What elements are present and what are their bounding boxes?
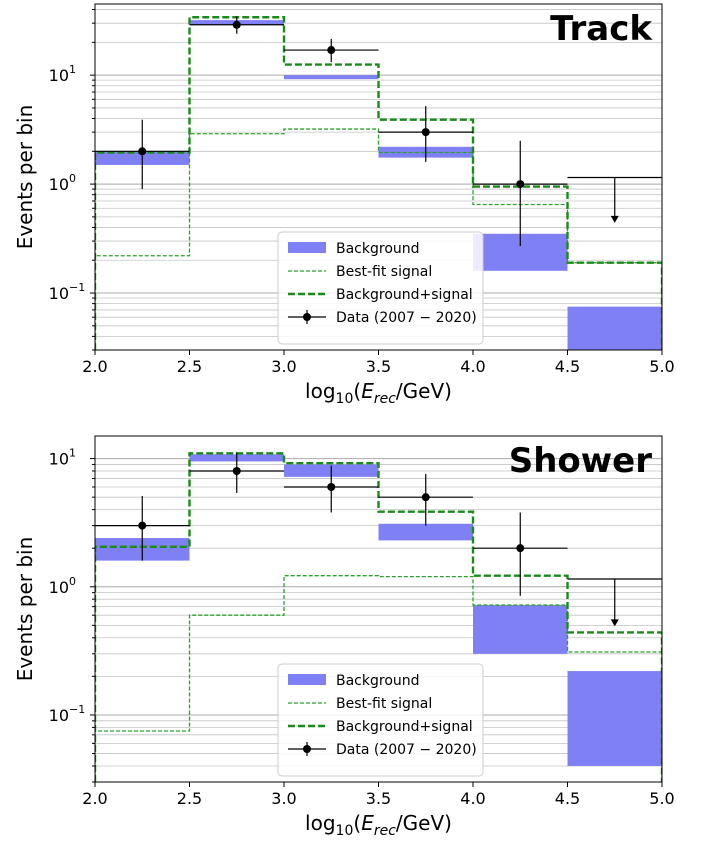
y-tick-exponent: −1 xyxy=(69,281,85,294)
data-point xyxy=(516,180,525,189)
data-point xyxy=(138,521,147,530)
x-tick-label: 4.0 xyxy=(460,357,485,376)
legend-label: Best-fit signal xyxy=(336,264,432,280)
panel-title: Track xyxy=(550,9,653,49)
legend-swatch-background xyxy=(288,674,326,685)
background-bar xyxy=(378,523,473,541)
legend-label: Background+signal xyxy=(336,719,473,735)
y-tick-exponent: 1 xyxy=(69,447,76,460)
x-axis-label: log10(Erec/GeV) xyxy=(305,379,452,407)
y-tick-exponent: 0 xyxy=(69,172,76,185)
y-tick-label: 10 xyxy=(49,284,69,303)
data-point xyxy=(327,483,336,492)
legend-label: Background+signal xyxy=(336,287,473,303)
y-tick-exponent: −1 xyxy=(69,703,85,716)
x-tick-label: 2.5 xyxy=(177,789,202,808)
upper-limit-arrow-head xyxy=(610,619,619,627)
plot-area xyxy=(95,9,662,350)
background-bar xyxy=(473,605,568,654)
data-point xyxy=(516,544,525,553)
legend-label: Data (2007 − 2020) xyxy=(336,742,477,758)
background-bar xyxy=(567,671,662,766)
x-axis-label: log10(Erec/GeV) xyxy=(305,811,452,839)
data-point xyxy=(232,466,241,475)
data-point xyxy=(421,128,430,137)
y-axis-label: Events per bin xyxy=(13,537,37,682)
x-tick-label: 4.5 xyxy=(555,789,580,808)
best-fit-signal-line xyxy=(95,575,662,782)
background-plus-signal-line xyxy=(95,16,662,350)
data-points xyxy=(95,16,568,247)
legend: Background Best-fit signal Background+sign… xyxy=(277,663,484,777)
legend-label: Best-fit signal xyxy=(336,696,432,712)
y-tick-label: 10 xyxy=(49,450,69,469)
legend-label: Data (2007 − 2020) xyxy=(336,310,477,326)
legend-box xyxy=(277,231,484,345)
x-tick-label: 3.5 xyxy=(366,357,391,376)
x-tick-label: 5.0 xyxy=(649,789,674,808)
x-tick-label: 3.0 xyxy=(271,357,296,376)
data-point xyxy=(232,20,241,29)
data-point xyxy=(138,147,147,156)
x-tick-label: 2.5 xyxy=(177,357,202,376)
x-tick-label: 4.0 xyxy=(460,789,485,808)
x-tick-label: 5.0 xyxy=(649,357,674,376)
legend-swatch-background xyxy=(288,242,326,253)
y-tick-exponent: 1 xyxy=(69,63,76,76)
x-tick-label: 3.0 xyxy=(271,789,296,808)
panel-title: Shower xyxy=(509,441,653,481)
x-tick-label: 4.5 xyxy=(555,357,580,376)
y-tick-label: 10 xyxy=(49,706,69,725)
y-axis-label: Events per bin xyxy=(13,105,37,250)
legend-swatch-data-point xyxy=(303,745,311,753)
plot-area xyxy=(95,452,662,782)
legend-label: Background xyxy=(336,673,420,689)
data-points xyxy=(95,452,568,596)
y-tick-label: 10 xyxy=(49,66,69,85)
legend: Background Best-fit signal Background+sign… xyxy=(277,231,484,345)
background-bar xyxy=(284,75,379,80)
legend-swatch-data-point xyxy=(303,313,311,321)
legend-box xyxy=(277,663,484,777)
data-point xyxy=(421,493,430,502)
x-tick-label: 3.5 xyxy=(366,789,391,808)
y-tick-label: 10 xyxy=(49,175,69,194)
x-axis-ticks: 2.0 2.5 3.0 3.5 4.0 4.5 5.0 xyxy=(82,350,675,376)
background-bands xyxy=(95,454,662,766)
x-tick-label: 2.0 xyxy=(82,357,107,376)
y-tick-exponent: 0 xyxy=(69,575,76,588)
x-axis-ticks: 2.0 2.5 3.0 3.5 4.0 4.5 5.0 xyxy=(82,782,675,808)
data-point xyxy=(327,46,336,55)
x-tick-label: 2.0 xyxy=(82,789,107,808)
y-tick-label: 10 xyxy=(49,578,69,597)
background-bar xyxy=(567,306,662,350)
legend-label: Background xyxy=(336,241,420,257)
upper-limit-arrow-head xyxy=(610,215,619,223)
